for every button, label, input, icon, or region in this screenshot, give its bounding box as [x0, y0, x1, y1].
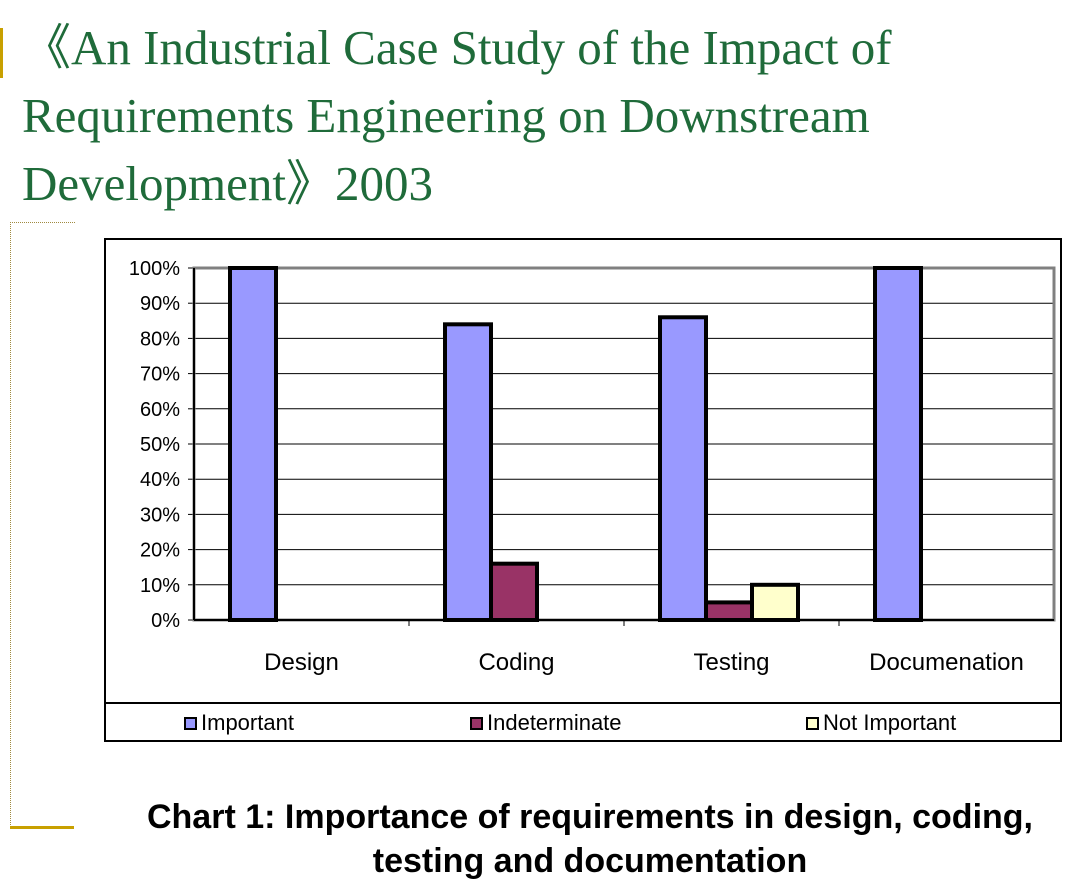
legend-item-indeterminate: Indeterminate — [470, 710, 622, 736]
y-tick-label: 70% — [140, 364, 180, 386]
bar-important — [228, 266, 278, 622]
y-tick-label: 20% — [140, 540, 180, 562]
x-tick-label: Design — [264, 649, 339, 676]
chart-frame: 0% 10% 20% 30% 40% 50% 60% 70% 80% 90% 100% Design C… — [104, 238, 1062, 742]
y-tick-label: 50% — [140, 434, 180, 456]
accent-bar-bottom — [10, 826, 74, 829]
y-tick-label: 10% — [140, 575, 180, 597]
y-tick-label: 100% — [129, 258, 180, 280]
legend-label-indeterminate: Indeterminate — [487, 710, 622, 735]
bar-important — [658, 315, 708, 622]
bar-important — [873, 266, 923, 622]
bar-chart: 0% 10% 20% 30% 40% 50% 60% 70% 80% 90% 100% Design C… — [129, 258, 1056, 676]
y-tick-label: 90% — [140, 293, 180, 315]
bar-not-important — [750, 582, 800, 622]
legend-swatch-not-important — [806, 716, 819, 730]
bar-indeterminate — [489, 561, 539, 622]
chart-legend: Important Indeterminate Not Important — [106, 702, 1060, 740]
y-tick-label: 60% — [140, 399, 180, 421]
legend-label-important: Important — [201, 710, 294, 735]
bar-indeterminate — [704, 600, 754, 622]
x-tick-label: Coding — [478, 649, 554, 676]
y-tick-label: 0% — [151, 610, 180, 632]
x-tick-label: Testing — [693, 649, 769, 676]
accent-bar-top — [0, 28, 3, 78]
legend-item-important: Important — [184, 710, 294, 736]
legend-label-not-important: Not Important — [823, 710, 957, 735]
y-tick-label: 80% — [140, 328, 180, 350]
legend-swatch-important — [184, 716, 197, 730]
legend-item-not-important: Not Important — [806, 710, 956, 736]
bar-important — [443, 322, 493, 622]
chart-caption: Chart 1: Importance of requirements in d… — [146, 798, 1033, 880]
y-tick-label: 30% — [140, 504, 180, 526]
slide-title: 《An Industrial Case Study of the Impact … — [22, 20, 892, 211]
legend-swatch-indeterminate — [470, 716, 483, 730]
x-tick-label: Documenation — [869, 649, 1024, 676]
dotted-frame — [10, 222, 75, 829]
y-tick-label: 40% — [140, 469, 180, 491]
